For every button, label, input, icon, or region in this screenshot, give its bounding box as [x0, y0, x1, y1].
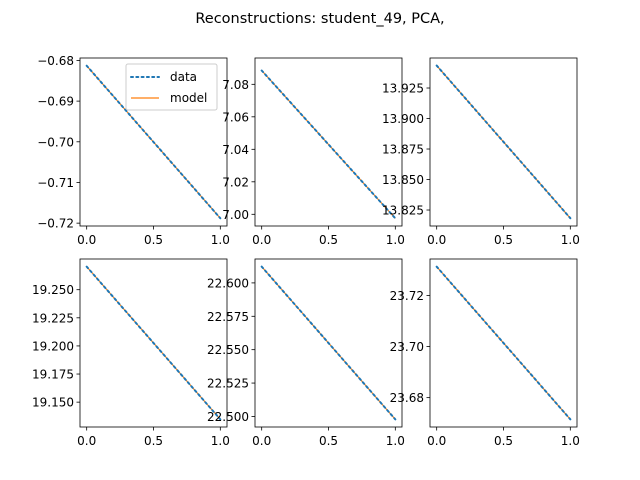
y-tick-label: 19.150 [32, 396, 74, 410]
y-tick-label: 19.250 [32, 283, 74, 297]
x-tick-label: 1.0 [211, 233, 230, 247]
subplot-6: 0.0 0.5 1.0 23.72 23.70 23.68 [390, 258, 580, 448]
y-tick-label: 7.00 [222, 208, 249, 222]
y-tick-label: 19.225 [32, 311, 74, 325]
y-tick-label: 7.04 [222, 143, 249, 157]
y-tick-label: 19.175 [32, 368, 74, 382]
x-tick-label: 0.0 [252, 233, 271, 247]
data-series-line [260, 69, 397, 220]
y-tick-label: −0.68 [37, 54, 74, 68]
y-tick-label: 7.02 [222, 175, 249, 189]
x-tick-label: 0.5 [494, 233, 513, 247]
x-tick-label: 1.0 [211, 434, 230, 448]
x-tick-label: 0.5 [144, 434, 163, 448]
subplot-1: 0.0 0.5 1.0 −0.68 −0.69 −0.70 −0.71 −0.72 [37, 54, 230, 247]
y-tick-label: −0.71 [37, 176, 74, 190]
y-tick-label: −0.69 [37, 95, 74, 109]
y-tick-label: 22.600 [207, 276, 249, 290]
x-tick-label: 0.5 [144, 233, 163, 247]
x-tick-label: 1.0 [386, 233, 405, 247]
y-tick-label: 13.925 [382, 82, 424, 96]
legend-data-label: data [170, 70, 197, 84]
y-tick-label: 7.08 [222, 78, 249, 92]
data-series-line [85, 265, 222, 421]
y-tick-label: 23.72 [390, 289, 424, 303]
x-tick-label: 0.5 [494, 434, 513, 448]
y-tick-label: 13.825 [382, 204, 424, 218]
x-tick-label: 0.5 [319, 434, 338, 448]
y-tick-label: 13.875 [382, 143, 424, 157]
y-tick-label: 22.500 [207, 410, 249, 424]
y-tick-label: −0.72 [37, 217, 74, 231]
y-tick-label: 7.06 [222, 110, 249, 124]
subplot-3: 0.0 0.5 1.0 13.925 13.900 13.875 13.850 13.825 [382, 57, 580, 247]
y-tick-label: 22.550 [207, 343, 249, 357]
x-tick-label: 1.0 [561, 434, 580, 448]
y-tick-label: 22.575 [207, 310, 249, 324]
legend-model-label: model [170, 91, 207, 105]
data-series-line [85, 64, 222, 220]
x-tick-label: 0.0 [427, 233, 446, 247]
y-tick-label: 13.900 [382, 112, 424, 126]
figure-title: Reconstructions: student_49, PCA, [195, 11, 444, 27]
y-tick-label: 23.68 [390, 391, 424, 405]
y-tick-label: 13.850 [382, 173, 424, 187]
x-tick-label: 0.0 [77, 434, 96, 448]
y-tick-label: 22.525 [207, 377, 249, 391]
x-tick-label: 1.0 [561, 233, 580, 247]
data-series-line [435, 265, 572, 421]
x-tick-label: 0.0 [77, 233, 96, 247]
y-tick-label: −0.70 [37, 135, 74, 149]
subplots-grid: 0.0 0.5 1.0−0.68−0.69−0.70−0.71−0.720.0 0.5… [32, 54, 580, 448]
subplot-2: 0.0 0.5 1.0 7.08 7.06 7.04 7.02 7.00 [222, 57, 405, 247]
data-series-line [435, 64, 572, 220]
data-series-line [260, 265, 397, 421]
subplot-4: 0.0 0.5 1.0 19.250 19.225 19.200 19.175 19.150 [32, 258, 230, 448]
legend: data model [125, 63, 218, 111]
x-tick-label: 0.0 [252, 434, 271, 448]
subplot-5: 0.0 0.5 1.0 22.600 22.575 22.550 22.525 22.500 [207, 258, 405, 448]
x-tick-label: 0.0 [427, 434, 446, 448]
x-tick-label: 0.5 [319, 233, 338, 247]
x-tick-label: 1.0 [386, 434, 405, 448]
y-tick-label: 23.70 [390, 340, 424, 354]
y-tick-label: 19.200 [32, 339, 74, 353]
